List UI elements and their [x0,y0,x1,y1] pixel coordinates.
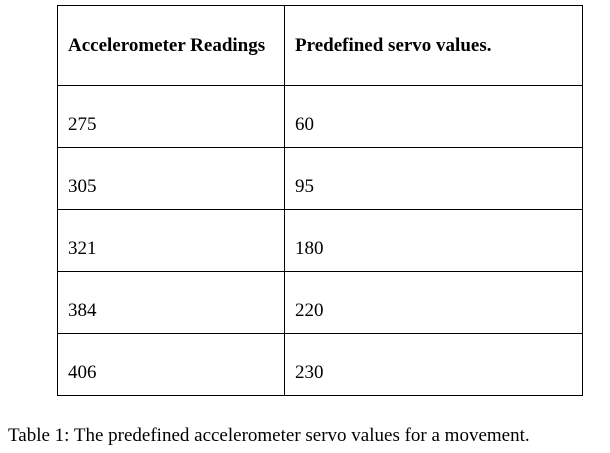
header-row: Accelerometer Readings Predefined servo v… [57,5,583,86]
body-row: 275 60 [57,85,583,148]
body-cell: 406 [57,333,285,396]
body-row: 321 180 [57,209,583,272]
body-cell: 384 [57,271,285,334]
body-cell: 321 [57,209,285,272]
header-cell: Accelerometer Readings [57,5,285,86]
body-cell: 305 [57,147,285,210]
body-cell: 220 [284,271,583,334]
body-row: 305 95 [57,147,583,210]
body-row: 406 230 [57,333,583,396]
body-cell: 230 [284,333,583,396]
body-cell: 180 [284,209,583,272]
data-table: Accelerometer Readings Predefined servo v… [57,5,583,396]
header-cell: Predefined servo values. [284,5,583,86]
body-row: 384 220 [57,271,583,334]
body-cell: 95 [284,147,583,210]
body-cell: 60 [284,85,583,148]
body-cell: 275 [57,85,285,148]
table-caption: Table 1: The predefined accelerometer se… [8,425,530,446]
